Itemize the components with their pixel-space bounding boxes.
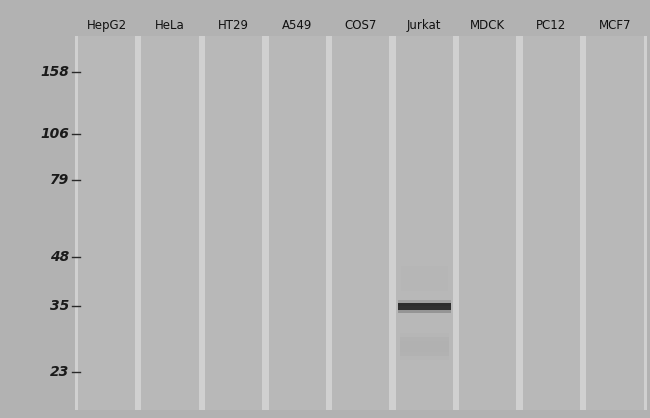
Bar	[75, 36, 647, 410]
Text: PC12: PC12	[536, 19, 567, 32]
Bar	[400, 333, 449, 352]
Bar	[400, 342, 449, 360]
Text: 23: 23	[50, 364, 70, 379]
Text: 79: 79	[50, 173, 70, 187]
Bar	[580, 36, 586, 410]
Bar	[398, 300, 451, 306]
Bar	[517, 36, 523, 410]
Bar	[75, 36, 78, 410]
Bar	[268, 36, 326, 410]
Bar	[453, 36, 460, 410]
Bar	[523, 36, 580, 410]
Bar	[332, 36, 389, 410]
Bar	[398, 306, 451, 313]
Text: HT29: HT29	[218, 19, 249, 32]
Bar	[142, 36, 199, 410]
Bar	[400, 337, 449, 356]
Bar	[205, 36, 262, 410]
Text: HeLa: HeLa	[155, 19, 185, 32]
Bar	[199, 36, 205, 410]
Text: 158: 158	[41, 65, 70, 79]
Bar	[396, 36, 453, 410]
Bar	[135, 36, 142, 410]
Bar	[326, 36, 332, 410]
Text: 48: 48	[50, 250, 70, 264]
Text: 35: 35	[50, 299, 70, 314]
Bar	[401, 265, 448, 291]
Bar	[78, 36, 135, 410]
Text: 106: 106	[41, 127, 70, 141]
Text: Jurkat: Jurkat	[407, 19, 441, 32]
Bar	[389, 36, 396, 410]
Text: A549: A549	[282, 19, 313, 32]
Bar	[460, 36, 517, 410]
Text: MDCK: MDCK	[471, 19, 506, 32]
Bar	[586, 36, 644, 410]
Bar	[398, 303, 451, 310]
Text: COS7: COS7	[344, 19, 377, 32]
Text: MCF7: MCF7	[599, 19, 631, 32]
Bar	[262, 36, 268, 410]
Text: HepG2: HepG2	[86, 19, 127, 32]
Bar	[644, 36, 647, 410]
